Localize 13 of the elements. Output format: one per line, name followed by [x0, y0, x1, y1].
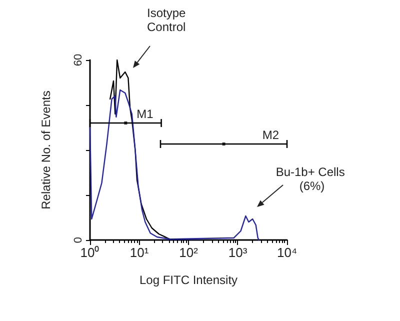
text: Isotype Control: [147, 6, 190, 34]
x-axis-title: Log FITC Intensity: [139, 273, 238, 287]
x-tick-label: 10³: [228, 245, 248, 260]
series-label: M1: [136, 107, 154, 121]
y-tick-label: 60: [72, 54, 84, 66]
x-tick-label: 10¹: [130, 245, 150, 260]
x-tick-label: 10⁰: [80, 245, 100, 260]
y-tick-label: 0: [72, 236, 84, 244]
annotation: Bu-1b+ Cells (6%): [276, 165, 348, 193]
x-tick-label: 10²: [179, 245, 199, 260]
y-axis-title: Relative No. of Events: [39, 90, 53, 210]
x-tick-label: 10⁴: [276, 245, 298, 260]
text: M2: [262, 128, 280, 142]
